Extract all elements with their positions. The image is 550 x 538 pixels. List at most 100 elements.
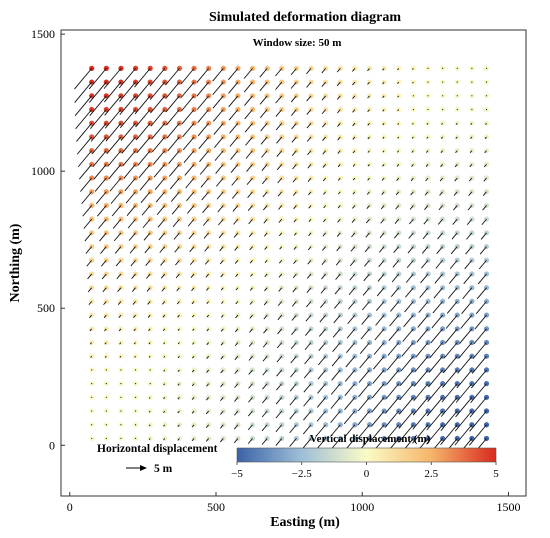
horizontal-displacement-arrow: [215, 164, 224, 174]
horizontal-displacement-arrow: [291, 301, 297, 307]
horizontal-displacement-arrow: [85, 246, 93, 254]
horizontal-displacement-arrow: [382, 95, 385, 98]
horizontal-displacement-arrow: [250, 273, 253, 277]
horizontal-displacement-arrow: [380, 218, 385, 224]
small-displacement-dot: [105, 369, 107, 371]
horizontal-displacement-arrow: [149, 81, 166, 101]
horizontal-displacement-arrow: [346, 342, 356, 353]
horizontal-displacement-arrow: [371, 383, 385, 399]
horizontal-displacement-arrow: [379, 232, 385, 239]
vector-field: [74, 65, 490, 460]
horizontal-displacement-arrow: [442, 355, 458, 374]
horizontal-displacement-arrow: [290, 95, 297, 103]
horizontal-displacement-arrow: [218, 218, 224, 226]
horizontal-displacement-arrow: [212, 95, 224, 109]
horizontal-displacement-arrow: [219, 438, 224, 443]
horizontal-displacement-arrow: [352, 150, 356, 154]
horizontal-displacement-arrow: [156, 205, 166, 216]
horizontal-displacement-arrow: [465, 246, 473, 255]
small-displacement-dot: [120, 396, 122, 398]
horizontal-displacement-arrow: [293, 259, 297, 265]
horizontal-displacement-arrow: [367, 81, 370, 85]
horizontal-displacement-arrow: [428, 369, 443, 388]
horizontal-displacement-arrow: [233, 424, 239, 430]
horizontal-displacement-arrow: [119, 355, 122, 358]
horizontal-displacement-arrow: [191, 438, 195, 442]
horizontal-displacement-arrow: [135, 122, 151, 141]
horizontal-displacement-arrow: [337, 136, 341, 141]
horizontal-displacement-arrow: [343, 424, 356, 439]
horizontal-displacement-arrow: [148, 342, 151, 345]
horizontal-displacement-arrow: [278, 232, 283, 237]
horizontal-displacement-arrow: [407, 246, 414, 254]
horizontal-displacement-arrow: [484, 136, 487, 139]
horizontal-displacement-arrow: [220, 369, 224, 374]
horizontal-displacement-arrow: [333, 314, 341, 324]
horizontal-displacement-arrow: [103, 81, 122, 103]
horizontal-displacement-arrow: [235, 273, 239, 278]
horizontal-displacement-arrow: [177, 397, 180, 400]
horizontal-displacement-arrow: [424, 191, 429, 196]
horizontal-displacement-arrow: [248, 383, 253, 389]
horizontal-displacement-arrow: [302, 424, 312, 435]
vertical-displacement-point: [396, 148, 402, 154]
horizontal-displacement-arrow: [413, 369, 429, 387]
horizontal-displacement-arrow: [275, 410, 283, 419]
horizontal-displacement-arrow: [334, 301, 341, 309]
small-displacement-dot: [471, 81, 473, 83]
horizontal-displacement-arrow: [176, 287, 180, 292]
horizontal-displacement-arrow: [205, 397, 210, 401]
horizontal-displacement-arrow: [196, 81, 210, 97]
horizontal-displacement-arrow: [145, 259, 151, 266]
horizontal-displacement-arrow: [293, 205, 297, 210]
horizontal-displacement-arrow: [275, 397, 283, 405]
horizontal-displacement-arrow: [171, 205, 180, 215]
horizontal-displacement-arrow: [435, 259, 443, 269]
horizontal-displacement-arrow: [455, 397, 473, 418]
horizontal-displacement-arrow: [421, 246, 429, 254]
horizontal-displacement-arrow: [166, 109, 180, 126]
horizontal-displacement-arrow: [376, 301, 385, 312]
horizontal-displacement-arrow: [431, 314, 443, 329]
horizontal-displacement-arrow: [177, 355, 180, 359]
horizontal-displacement-arrow: [189, 259, 195, 266]
horizontal-displacement-arrow: [199, 164, 210, 175]
horizontal-scale-legend: Horizontal displacement 5 m: [97, 443, 218, 475]
horizontal-displacement-arrow: [109, 177, 122, 192]
horizontal-displacement-arrow: [104, 95, 122, 116]
horizontal-displacement-arrow: [380, 205, 385, 210]
horizontal-displacement-arrow: [406, 259, 414, 269]
horizontal-displacement-arrow: [212, 68, 224, 82]
horizontal-displacement-arrow: [149, 68, 166, 87]
horizontal-displacement-arrow: [290, 355, 297, 364]
horizontal-displacement-arrow: [480, 232, 487, 240]
horizontal-displacement-arrow: [244, 95, 253, 106]
horizontal-displacement-arrow: [412, 397, 429, 416]
horizontal-displacement-arrow: [337, 164, 341, 168]
horizontal-displacement-arrow: [275, 81, 283, 90]
horizontal-displacement-arrow: [144, 246, 151, 254]
horizontal-displacement-arrow: [187, 218, 195, 227]
horizontal-displacement-arrow: [292, 177, 297, 183]
horizontal-displacement-arrow: [206, 383, 210, 387]
horizontal-displacement-arrow: [359, 355, 370, 369]
horizontal-displacement-arrow: [161, 287, 166, 292]
horizontal-displacement-arrow: [163, 383, 166, 386]
horizontal-displacement-arrow: [249, 301, 253, 305]
plot-frame: [60, 29, 527, 497]
small-displacement-dot: [471, 95, 473, 97]
horizontal-displacement-arrow: [344, 397, 356, 411]
horizontal-displacement-arrow: [275, 95, 283, 104]
horizontal-displacement-arrow: [89, 314, 93, 319]
horizontal-displacement-arrow: [177, 438, 180, 441]
y-tick-label: 1000: [31, 164, 55, 178]
horizontal-displacement-arrow: [108, 164, 122, 180]
horizontal-displacement-arrow: [262, 342, 268, 348]
horizontal-displacement-arrow: [82, 205, 93, 217]
horizontal-displacement-arrow: [90, 122, 107, 142]
horizontal-displacement-arrow: [182, 122, 195, 138]
horizontal-displacement-arrow: [107, 150, 122, 167]
horizontal-displacement-arrow: [458, 342, 473, 359]
horizontal-displacement-arrow: [115, 259, 122, 267]
small-displacement-dot: [134, 424, 137, 426]
